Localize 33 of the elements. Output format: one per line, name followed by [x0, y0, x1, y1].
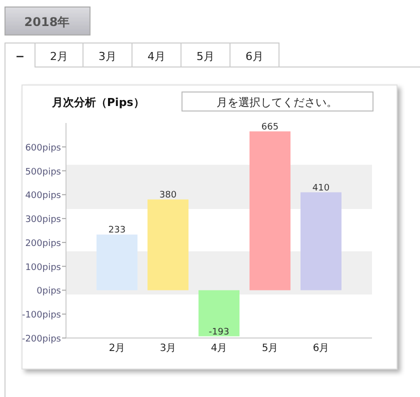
x-tick-label: 5月 — [262, 343, 278, 354]
y-tick-label: 500pips — [25, 167, 62, 178]
bar — [96, 234, 138, 290]
select: 月を選択してください。 — [182, 92, 374, 112]
bar — [198, 290, 240, 336]
chart-title: 月次分析（Pips） — [51, 96, 144, 109]
text: 6月 — [246, 50, 264, 63]
text: 2月 — [50, 50, 68, 63]
y-tick-label: 100pips — [25, 262, 62, 273]
y-tick-label: 600pips — [25, 143, 62, 154]
text: 3月 — [98, 50, 116, 63]
data-label: 665 — [261, 122, 279, 132]
data-label: 380 — [159, 190, 177, 200]
text: − — [15, 50, 25, 63]
data-label: 233 — [108, 226, 126, 236]
y-tick-label: 0pips — [36, 286, 62, 297]
x-tick-label: 4月 — [210, 343, 228, 354]
y-tick-label: 300pips — [25, 215, 62, 226]
data-label: -193 — [208, 327, 230, 338]
text: 2018年 — [24, 15, 70, 29]
y-tick-label: 400pips — [25, 191, 62, 202]
data-label: 410 — [312, 183, 330, 194]
y-tick-label: -100pips — [22, 310, 62, 321]
bar — [300, 192, 342, 290]
bar — [250, 131, 290, 290]
y-tick-label: 200pips — [25, 238, 62, 249]
x-tick-label: 3月 — [160, 343, 176, 354]
x-tick-label: 2月 — [108, 343, 126, 354]
x-tick-label: 6月 — [312, 343, 330, 354]
bar — [148, 199, 188, 290]
text: 4月 — [148, 50, 166, 63]
text: 5月 — [196, 50, 214, 63]
y-tick-label: -200pips — [22, 334, 62, 344]
